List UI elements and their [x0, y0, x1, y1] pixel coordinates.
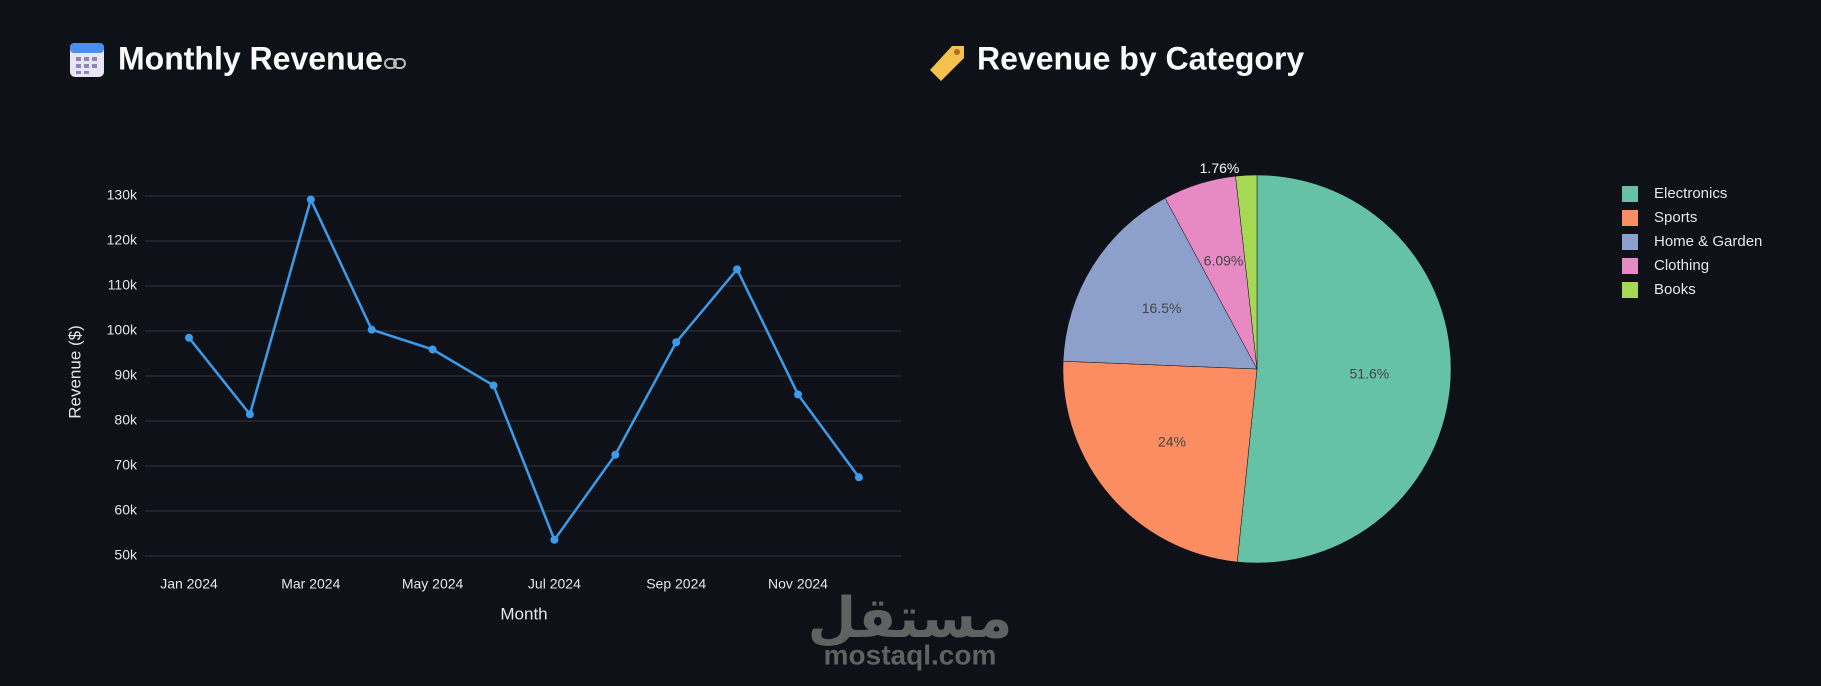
data-point [672, 338, 681, 347]
y-axis-title: Revenue ($) [65, 325, 84, 419]
data-point [245, 410, 254, 419]
x-tick-label: Nov 2024 [768, 576, 828, 592]
pie-chart-title: Revenue by Category [977, 40, 1304, 76]
y-tick-label: 100k [107, 322, 138, 338]
legend-swatch [1622, 186, 1638, 202]
y-tick-label: 110k [108, 277, 138, 293]
link-icon[interactable] [384, 58, 406, 69]
y-tick-label: 70k [114, 457, 138, 473]
data-point [428, 345, 437, 354]
revenue-line [188, 196, 860, 543]
x-tick-label: Jul 2024 [528, 576, 581, 592]
y-tick-label: 130k [107, 187, 138, 203]
data-point [489, 381, 498, 390]
pie-label: 16.5% [1142, 300, 1182, 316]
y-tick-label: 80k [114, 412, 138, 428]
x-tick-label: Jan 2024 [160, 576, 218, 592]
legend-label: Home & Garden [1654, 233, 1762, 250]
pie-label: 1.76% [1200, 160, 1240, 176]
line-chart-title: Monthly Revenue [118, 40, 383, 76]
y-tick-label: 120k [107, 232, 138, 248]
legend-label: Clothing [1654, 257, 1709, 274]
y-tick-label: 60k [114, 502, 138, 518]
y-tick-label: 90k [114, 367, 138, 383]
calendar-icon [70, 43, 104, 77]
x-tick-label: May 2024 [402, 576, 464, 592]
data-point [306, 195, 315, 204]
tag-icon [930, 46, 964, 81]
watermark-arabic: مستقل [808, 586, 1013, 649]
legend-label: Books [1654, 281, 1696, 298]
pie-slice [1236, 174, 1452, 564]
pie-slice [1062, 197, 1258, 370]
legend-swatch [1622, 210, 1638, 226]
data-point [185, 333, 193, 342]
pie-slice [1062, 360, 1258, 563]
y-tick-label: 50k [114, 547, 138, 563]
pie-label: 51.6% [1350, 365, 1390, 381]
pie-label: 6.09% [1204, 252, 1244, 268]
legend-label: Sports [1654, 209, 1697, 226]
x-tick-label: Mar 2024 [281, 576, 340, 592]
watermark-latin: mostaql.com [824, 639, 997, 670]
x-tick-label: Sep 2024 [646, 576, 706, 592]
legend-swatch [1622, 234, 1638, 250]
data-point [550, 535, 559, 544]
legend-swatch [1622, 258, 1638, 274]
legend-label: Electronics [1654, 185, 1727, 202]
data-point [367, 325, 376, 334]
data-point [733, 265, 742, 274]
pie-slice [1235, 174, 1258, 370]
data-point [794, 390, 802, 399]
data-point [854, 473, 863, 482]
x-axis-title: Month [500, 604, 547, 623]
data-point [611, 450, 620, 459]
legend-swatch [1622, 282, 1638, 298]
pie-label: 24% [1158, 433, 1186, 449]
